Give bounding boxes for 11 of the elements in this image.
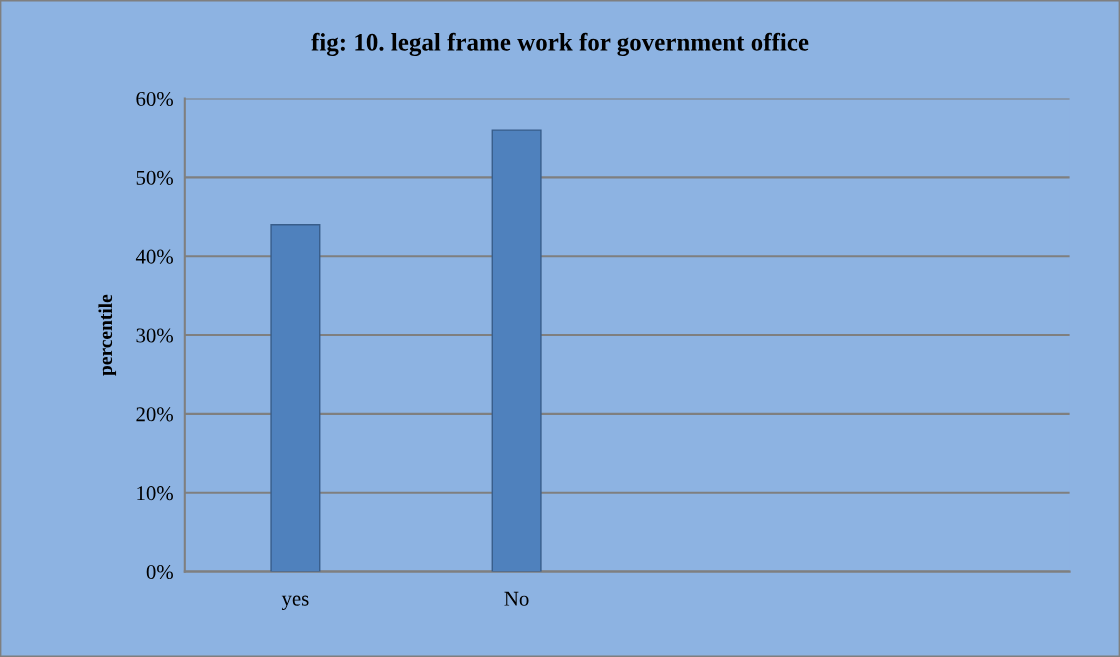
y-tick-label: 10% xyxy=(137,486,173,501)
y-tick-label: 0% xyxy=(146,564,173,580)
y-tick-label: 60% xyxy=(136,91,173,107)
y-tick-label: 20% xyxy=(136,407,173,422)
x-tick-label: No xyxy=(504,591,529,606)
chart-title: fig: 10. legal frame work for government office xyxy=(311,32,809,56)
x-tick-label: yes xyxy=(281,595,309,610)
y-tick-label: 50% xyxy=(136,170,173,185)
y-tick-label: 30% xyxy=(136,328,173,343)
y-axis-title: percentile xyxy=(98,294,117,376)
y-tick-label: 40% xyxy=(135,249,173,264)
